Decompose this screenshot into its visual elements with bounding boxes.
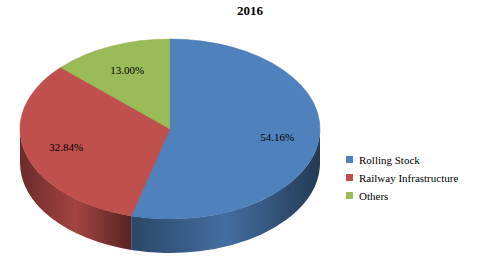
title: 2016 — [237, 3, 264, 18]
slice-top — [61, 39, 170, 129]
chart: 2016 54.16% 32.84% 13.00% Rolling Stock Railw… — [0, 0, 501, 265]
legend-label: Railway Infrastructure — [359, 172, 458, 184]
data-label: 32.84% — [49, 141, 83, 153]
data-label: 13.00% — [110, 64, 144, 76]
legend-label: Rolling Stock — [359, 154, 420, 166]
legend-swatch — [346, 156, 353, 163]
data-label: 54.16% — [260, 131, 294, 143]
legend: Rolling Stock Railway Infrastructure Other… — [346, 154, 458, 202]
legend-swatch — [346, 174, 353, 181]
legend-swatch — [346, 192, 353, 199]
legend-label: Others — [359, 190, 388, 202]
slice — [61, 39, 170, 129]
